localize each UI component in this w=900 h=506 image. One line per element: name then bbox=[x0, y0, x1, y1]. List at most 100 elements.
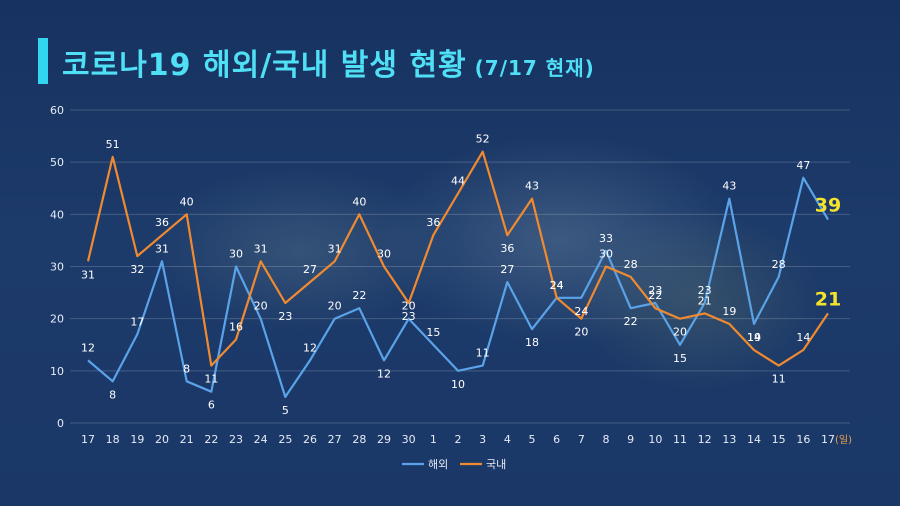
x-tick-label: 14 bbox=[747, 433, 761, 446]
y-tick-label: 50 bbox=[50, 156, 64, 169]
data-label: 12 bbox=[377, 367, 391, 380]
x-tick-label: 17 bbox=[821, 433, 835, 446]
data-label: 20 bbox=[402, 300, 416, 313]
data-label: 21 bbox=[698, 294, 712, 307]
x-tick-label: 29 bbox=[377, 433, 391, 446]
data-label: 31 bbox=[155, 242, 169, 255]
data-label: 5 bbox=[282, 404, 289, 417]
data-label: 23 bbox=[648, 284, 662, 297]
data-label: 36 bbox=[155, 216, 169, 229]
legend-label-domestic: 국내 bbox=[486, 458, 506, 471]
chart-title: 코로나19 해외/국내 발생 현황 (7/17 현재) bbox=[62, 40, 595, 84]
data-label: 22 bbox=[624, 315, 638, 328]
x-tick-label: 22 bbox=[204, 433, 218, 446]
data-label: 20 bbox=[574, 326, 588, 339]
data-label: 36 bbox=[426, 216, 440, 229]
x-tick-label: 28 bbox=[352, 433, 366, 446]
x-tick-label: 21 bbox=[180, 433, 194, 446]
x-tick-label: 3 bbox=[479, 433, 486, 446]
x-tick-label: 23 bbox=[229, 433, 243, 446]
data-label: 30 bbox=[229, 248, 243, 261]
x-tick-label: 30 bbox=[402, 433, 416, 446]
chart-title-main: 코로나19 해외/국내 발생 현황 bbox=[62, 48, 467, 83]
x-tick-label: 24 bbox=[254, 433, 268, 446]
data-label: 8 bbox=[183, 362, 190, 375]
data-label: 14 bbox=[796, 331, 810, 344]
x-tick-label: 10 bbox=[648, 433, 662, 446]
data-label: 15 bbox=[673, 352, 687, 365]
title-accent-bar bbox=[38, 38, 48, 84]
x-tick-label: 4 bbox=[504, 433, 511, 446]
x-tick-label: 16 bbox=[796, 433, 810, 446]
x-tick-label: 11 bbox=[673, 433, 687, 446]
data-label: 24 bbox=[574, 305, 588, 318]
data-label: 31 bbox=[254, 242, 268, 255]
data-label: 51 bbox=[106, 138, 120, 151]
data-label: 11 bbox=[476, 347, 490, 360]
data-label: 20 bbox=[673, 326, 687, 339]
data-label: 43 bbox=[722, 180, 736, 193]
x-tick-label: 12 bbox=[698, 433, 712, 446]
data-label-highlight: 21 bbox=[815, 288, 841, 310]
x-unit-label: (일) bbox=[835, 434, 852, 446]
data-label: 40 bbox=[180, 195, 194, 208]
data-label: 8 bbox=[109, 388, 116, 401]
data-label: 22 bbox=[648, 289, 662, 302]
data-label: 20 bbox=[254, 300, 268, 313]
x-tick-label: 8 bbox=[603, 433, 610, 446]
data-label: 15 bbox=[426, 326, 440, 339]
data-label: 43 bbox=[525, 180, 539, 193]
data-label: 47 bbox=[796, 159, 810, 172]
x-tick-label: 9 bbox=[627, 433, 634, 446]
data-label: 40 bbox=[352, 195, 366, 208]
data-label: 28 bbox=[772, 258, 786, 271]
data-labels: 12 8 17 31 8 6 30 20 5 12 20 22 12 20 15 10 11 27 18 24 24 33… bbox=[81, 133, 841, 417]
x-tick-label: 26 bbox=[303, 433, 317, 446]
y-tick-label: 30 bbox=[50, 261, 64, 274]
y-tick-label: 10 bbox=[50, 365, 64, 378]
data-label: 19 bbox=[747, 331, 761, 344]
x-tick-label: 13 bbox=[722, 433, 736, 446]
y-tick-label: 20 bbox=[50, 313, 64, 326]
x-tick-label: 7 bbox=[578, 433, 585, 446]
data-label: 12 bbox=[81, 341, 95, 354]
data-label: 33 bbox=[599, 232, 613, 245]
data-label: 19 bbox=[722, 305, 736, 318]
data-label: 11 bbox=[772, 373, 786, 386]
data-label: 44 bbox=[451, 174, 465, 187]
x-tick-label: 18 bbox=[106, 433, 120, 446]
x-tick-label: 27 bbox=[328, 433, 342, 446]
x-tick-label: 2 bbox=[455, 433, 462, 446]
data-label-highlight: 39 bbox=[815, 195, 841, 217]
data-label: 27 bbox=[500, 263, 514, 276]
data-label: 23 bbox=[402, 310, 416, 323]
x-tick-label: 20 bbox=[155, 433, 169, 446]
data-label: 6 bbox=[208, 399, 215, 412]
grid-lines bbox=[70, 109, 850, 424]
x-tick-label: 6 bbox=[553, 433, 560, 446]
data-label: 27 bbox=[303, 263, 317, 276]
data-label: 30 bbox=[599, 248, 613, 261]
series-line-domestic bbox=[86, 150, 829, 367]
series-line-overseas bbox=[87, 176, 829, 398]
legend: 해외 국내 bbox=[402, 457, 506, 471]
data-label: 18 bbox=[525, 336, 539, 349]
chart-title-sub: (7/17 현재) bbox=[474, 56, 595, 80]
data-label: 31 bbox=[81, 268, 95, 281]
x-tick-label: 5 bbox=[529, 433, 536, 446]
data-label: 23 bbox=[698, 284, 712, 297]
y-tick-label: 40 bbox=[50, 208, 64, 221]
data-label: 32 bbox=[130, 263, 144, 276]
data-label: 16 bbox=[229, 321, 243, 334]
x-axis: 17 18 19 20 21 22 23 24 25 26 27 28 29 30 1 2 3 4 5 6 7 8 9 10 1… bbox=[81, 433, 852, 446]
x-tick-label: 25 bbox=[278, 433, 292, 446]
data-label: 14 bbox=[747, 331, 761, 344]
legend-label-overseas: 해외 bbox=[428, 457, 448, 471]
data-label: 52 bbox=[476, 133, 490, 146]
data-label: 17 bbox=[130, 315, 144, 328]
data-label: 22 bbox=[352, 289, 366, 302]
y-tick-label: 0 bbox=[57, 417, 64, 430]
data-label: 24 bbox=[550, 279, 564, 292]
